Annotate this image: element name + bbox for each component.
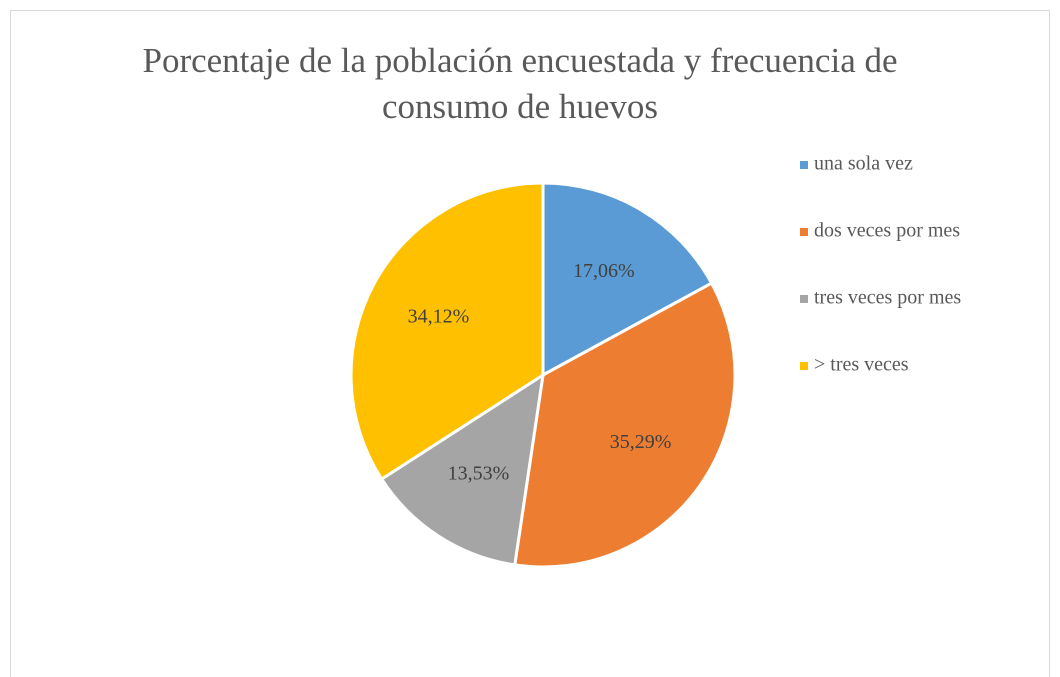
chart-border [10,10,1050,677]
chart-title: Porcentaje de la población encuestada y … [142,41,898,126]
legend-label: dos veces por mes [814,220,960,242]
data-label: 13,53% [448,463,510,485]
legend-marker [800,161,808,169]
pie-slice [541,181,714,378]
pie-slice [349,181,545,482]
data-label: 34,12% [408,306,470,328]
legend-label: tres veces por mes [814,287,961,309]
data-label: 35,29% [610,431,672,453]
legend-marker [800,295,808,303]
legend-marker [800,362,808,370]
legend-marker [800,228,808,236]
data-label: 17,06% [573,260,635,282]
legend-label: una sola vez [814,153,913,175]
legend-label: > tres veces [814,354,909,376]
pie-slice [513,281,737,569]
pie-slice [379,371,545,567]
